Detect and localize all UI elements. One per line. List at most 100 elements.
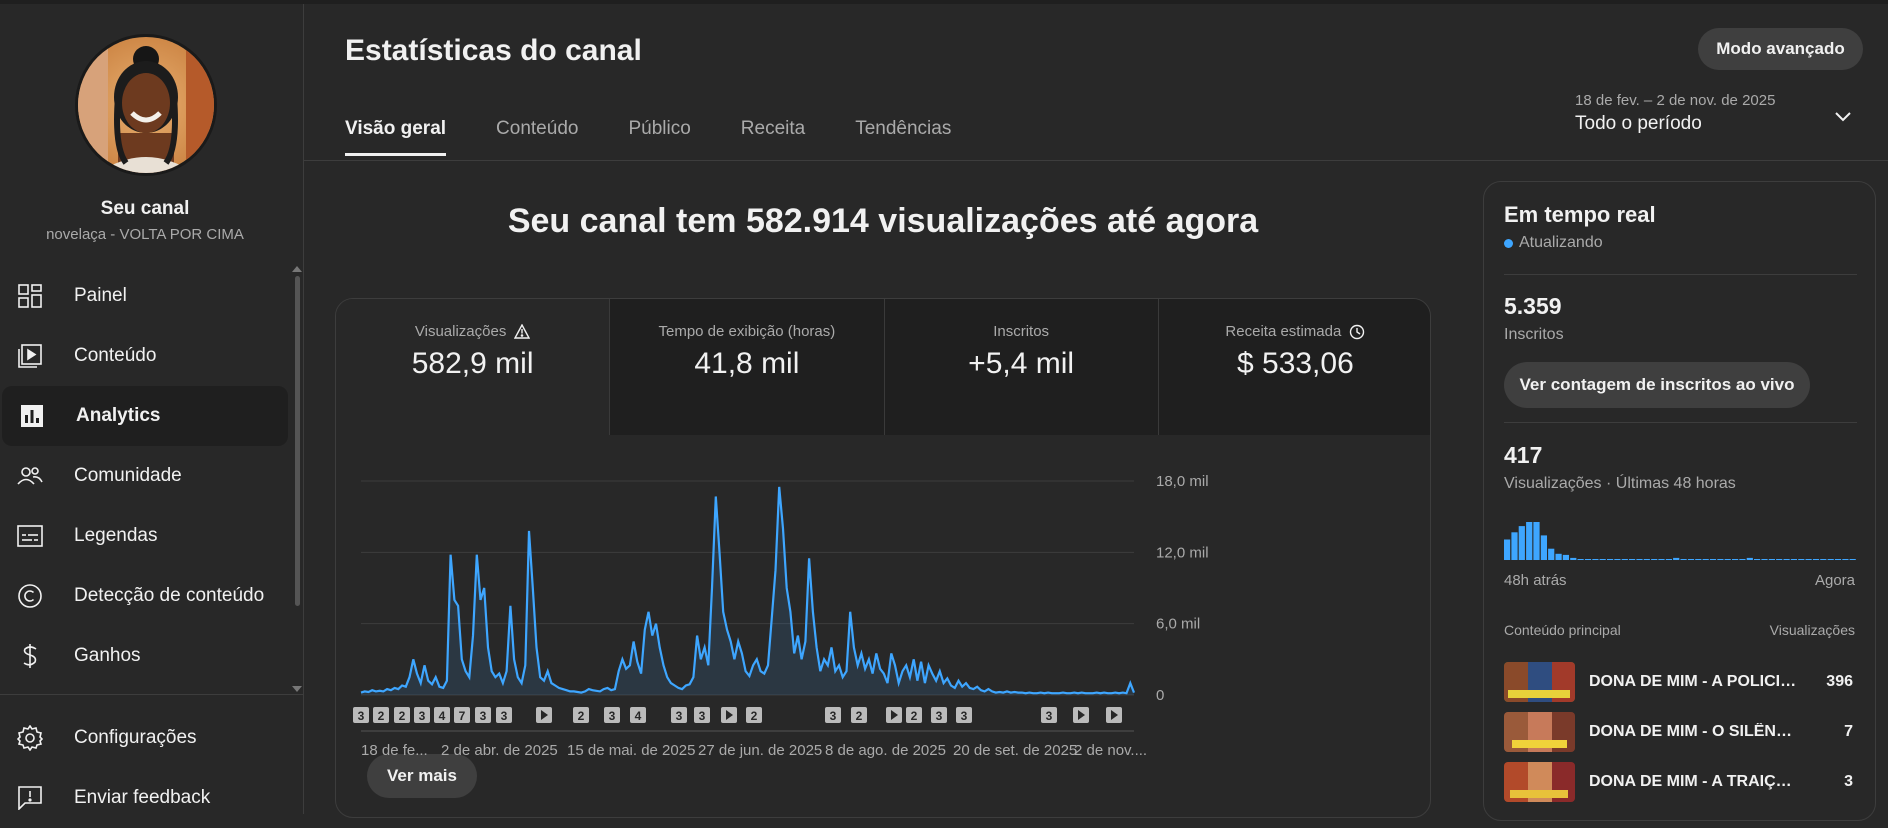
y-tick-label: 12,0 mil (1156, 544, 1209, 561)
sidebar-item-legendas[interactable]: Legendas (0, 506, 290, 566)
video-thumbnail (1504, 712, 1575, 752)
realtime-bar (1761, 559, 1768, 560)
copyright-icon (16, 582, 44, 610)
advanced-mode-button[interactable]: Modo avançado (1698, 28, 1863, 70)
feedback-icon (16, 784, 44, 812)
video-thumbnail (1504, 662, 1575, 702)
sidebar-item-feedback[interactable]: Enviar feedback (0, 768, 290, 828)
period-selector[interactable]: Todo o período (1575, 113, 1702, 134)
chart-annotation-marker[interactable] (353, 707, 369, 723)
metric-subscribers[interactable]: Inscritos +5,4 mil (883, 299, 1158, 435)
realtime-bar (1504, 539, 1511, 560)
chart-annotation-marker[interactable] (475, 707, 491, 723)
top-views-header: Visualizações (1769, 622, 1855, 638)
channel-avatar[interactable] (75, 34, 217, 176)
realtime-bar (1695, 559, 1702, 560)
chart-annotation-marker[interactable] (496, 707, 512, 723)
top-content-item[interactable]: DONA DE MIM - A POLICIA ... 396 (1504, 662, 1857, 702)
tab-publico[interactable]: Público (628, 118, 691, 139)
sidebar-item-deteccao[interactable]: Detecção de conteúdo (0, 566, 290, 626)
sidebar-item-label: Comunidade (74, 465, 182, 486)
play-icon (1111, 710, 1118, 720)
chart-annotation-marker[interactable] (851, 707, 867, 723)
chart-annotation-marker[interactable] (630, 707, 646, 723)
realtime-bar (1651, 559, 1658, 560)
chart-annotation-marker[interactable] (454, 707, 470, 723)
scroll-up-arrow[interactable] (292, 266, 302, 272)
chart-annotation-marker[interactable] (694, 707, 710, 723)
sidebar-item-configuracoes[interactable]: Configurações (0, 708, 290, 768)
realtime-bar (1680, 559, 1687, 560)
chart-annotation-label: 2 (399, 709, 406, 723)
sidebar-scrollbar[interactable] (295, 276, 300, 606)
chart-annotation-label: 4 (439, 709, 446, 723)
channel-name: Seu canal (100, 198, 190, 219)
realtime-bar (1636, 559, 1643, 560)
video-thumbnail (1504, 762, 1575, 802)
realtime-bar (1592, 559, 1599, 560)
chart-annotation-marker[interactable] (434, 707, 450, 723)
top-content-item[interactable]: DONA DE MIM - O SILÊNCIO ... 7 (1504, 712, 1857, 752)
chart-annotation-label: 2 (378, 709, 385, 723)
tab-tendencias[interactable]: Tendências (855, 118, 952, 139)
chart-annotation-marker[interactable] (414, 707, 430, 723)
chevron-down-icon[interactable] (1832, 105, 1854, 127)
see-more-button[interactable]: Ver mais (367, 754, 477, 798)
realtime-bar-chart[interactable] (1504, 520, 1857, 560)
live-dot-icon (1504, 238, 1513, 248)
chart-series-line (360, 486, 1136, 695)
realtime-bar (1687, 559, 1695, 560)
analytics-icon (18, 402, 46, 430)
x-tick-label: 2 de abr. de 2025 (441, 742, 558, 759)
realtime-bar (1533, 522, 1540, 560)
realtime-bar (1812, 559, 1820, 560)
content-icon (16, 342, 44, 370)
sidebar-item-comunidade[interactable]: Comunidade (0, 446, 290, 506)
chart-annotation-marker[interactable] (1041, 707, 1057, 723)
metric-revenue[interactable]: Receita estimada $ 533,06 (1157, 299, 1430, 435)
chart-annotation-marker[interactable] (573, 707, 589, 723)
chart-annotation-marker[interactable] (671, 707, 687, 723)
realtime-bar (1820, 559, 1827, 560)
chart-annotation-marker[interactable] (394, 707, 410, 723)
top-content-views: 396 (1826, 673, 1853, 690)
metric-watch-time[interactable]: Tempo de exibição (horas) 41,8 mil (609, 299, 884, 435)
chart-annotation-label: 2 (856, 709, 863, 723)
chart-annotation-marker[interactable] (746, 707, 762, 723)
sidebar-item-ganhos[interactable]: Ganhos (0, 626, 290, 686)
chart-annotation-marker[interactable] (956, 707, 972, 723)
tab-conteudo[interactable]: Conteúdo (496, 118, 579, 139)
header-divider (304, 160, 1888, 161)
sidebar-divider (0, 694, 304, 695)
y-tick-label: 18,0 mil (1156, 473, 1209, 490)
chart-annotation-marker[interactable] (825, 707, 841, 723)
metric-value: +5,4 mil (968, 347, 1075, 380)
sidebar-item-conteudo[interactable]: Conteúdo (0, 326, 290, 386)
play-icon (726, 710, 733, 720)
metric-views[interactable]: Visualizações 582,9 mil (336, 299, 610, 435)
warning-icon (514, 324, 531, 339)
chart-annotation-marker[interactable] (931, 707, 947, 723)
chart-annotation-marker[interactable] (373, 707, 389, 723)
views-chart[interactable]: 18,0 mil 12,0 mil 6,0 mil 0 3 2 2 3 4 7 3 3 2 3 4 3 3 2 3 2… (336, 435, 1430, 735)
x-tick-label: 20 de set. de 2025 (953, 742, 1078, 759)
sidebar-item-label: Analytics (76, 405, 161, 426)
sidebar-item-label: Enviar feedback (74, 787, 211, 808)
sidebar-item-painel[interactable]: Painel (0, 266, 290, 326)
chart-annotation-label: 3 (830, 709, 837, 723)
top-content-item[interactable]: DONA DE MIM - A TRAIÇÃO C... 3 (1504, 762, 1857, 802)
scroll-down-arrow[interactable] (292, 686, 302, 692)
sidebar-item-analytics[interactable]: Analytics (2, 386, 288, 446)
subtitles-icon (16, 522, 44, 550)
chart-annotation-marker[interactable] (604, 707, 620, 723)
tab-visao-geral[interactable]: Visão geral (345, 118, 447, 156)
clock-icon (1350, 324, 1365, 339)
realtime-bar (1768, 559, 1775, 560)
tab-receita[interactable]: Receita (740, 118, 806, 139)
chart-annotation-label: 7 (459, 709, 466, 723)
x-tick-label: 15 de mai. de 2025 (567, 742, 696, 759)
x-tick-label: 18 de fe... (361, 742, 428, 759)
realtime-bar (1673, 557, 1680, 560)
chart-annotation-marker[interactable] (906, 707, 922, 723)
live-count-button[interactable]: Ver contagem de inscritos ao vivo (1504, 362, 1810, 408)
